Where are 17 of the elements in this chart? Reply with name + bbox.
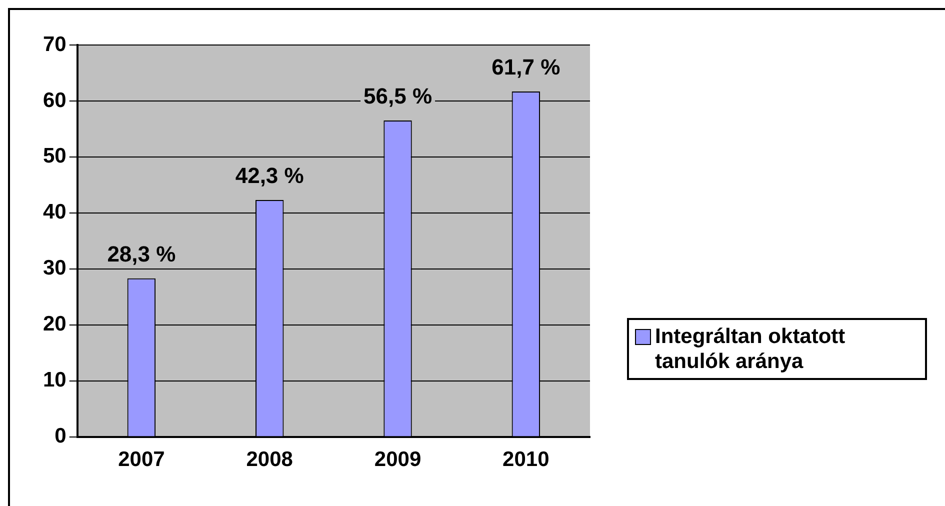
x-tick-label: 2007	[118, 448, 165, 472]
y-tick-label: 70	[43, 32, 66, 56]
data-label: 61,7 %	[492, 54, 560, 80]
data-label: 42,3 %	[235, 163, 304, 188]
data-label: 28,3 %	[107, 241, 176, 266]
x-tick-label: 2010	[502, 448, 550, 472]
x-tick-label: 2009	[374, 448, 422, 472]
y-tick-label: 60	[43, 88, 66, 112]
x-tick-label: 2008	[246, 448, 294, 472]
y-tick-label: 40	[43, 200, 66, 224]
data-label: 56,5 %	[364, 84, 432, 109]
y-tick-label: 20	[43, 312, 66, 336]
y-tick-label: 30	[43, 256, 66, 280]
y-tick-label: 10	[43, 368, 66, 392]
y-tick-label: 0	[54, 424, 66, 448]
legend-label: Integráltan oktatott tanulók aránya	[655, 324, 846, 374]
y-tick-label: 50	[43, 144, 66, 168]
